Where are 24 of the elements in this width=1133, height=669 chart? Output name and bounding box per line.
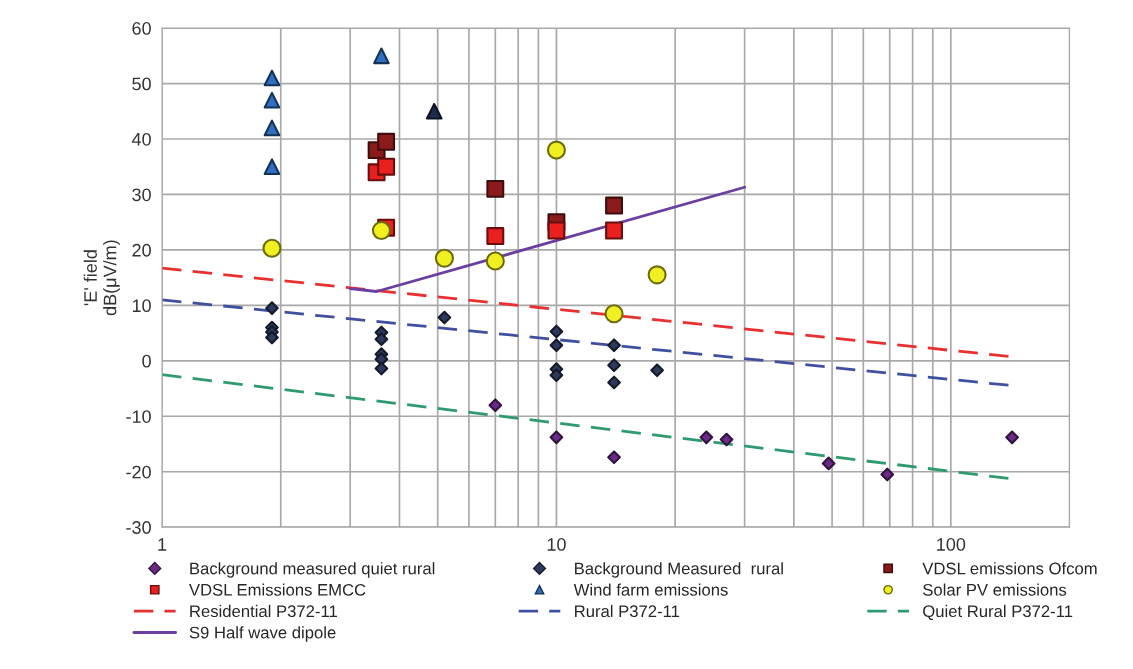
y-axis-title: 'E' field dB(μV/m) (83, 240, 120, 316)
legend-label: Quiet Rural P372-11 (923, 604, 1073, 621)
y-tick-label: 20 (132, 243, 151, 257)
legend-label: Wind farm emissions (573, 583, 728, 596)
legend-label: S9 Half wave dipole (189, 626, 336, 642)
x-tick-label: 100 (937, 538, 966, 551)
y-tick-label: -30 (126, 521, 151, 534)
legend-label: Background measured quiet rural (190, 562, 435, 578)
legend-label: Solar PV emissions (923, 583, 1067, 596)
legend-label: Residential P372-11 (190, 604, 337, 618)
y-tick-label: 50 (132, 77, 151, 91)
y-tick-label: -20 (126, 465, 151, 479)
legend-label: VDSL Emissions EMCC (189, 583, 366, 596)
legend-label: VDSL emissions Ofcom (922, 562, 1097, 575)
y-tick-label: 40 (131, 132, 151, 146)
y-tick-label: 0 (142, 354, 151, 368)
legend-label: Rural P372-11 (575, 604, 680, 618)
y-tick-label: -10 (126, 410, 151, 423)
x-tick-label: 10 (547, 538, 566, 551)
y-tick-label: 10 (132, 299, 151, 313)
legend-label: Background Measured rural (575, 562, 783, 578)
x-tick-label: 1 (158, 538, 167, 551)
y-tick-label: 60 (132, 22, 151, 35)
y-tick-label: 30 (132, 188, 151, 202)
